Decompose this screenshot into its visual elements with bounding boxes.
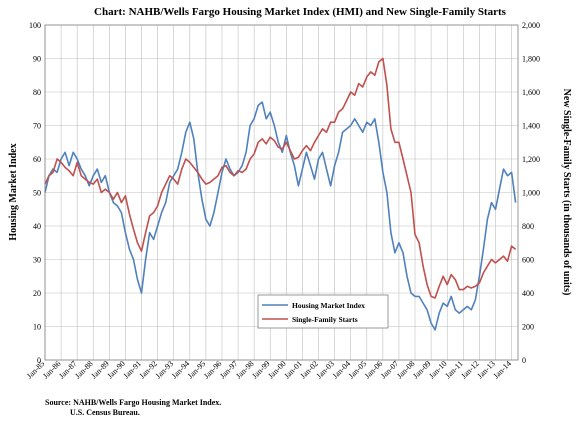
right-tick-label: 1,600	[522, 88, 540, 97]
right-tick-label: 1,800	[522, 55, 540, 64]
right-tick-label: 200	[522, 323, 534, 332]
plot-frame	[44, 24, 519, 361]
right-axis-title: New Single-Family Starts (in thousands o…	[561, 89, 572, 296]
right-tick-label: 600	[522, 256, 534, 265]
source-note-line1: Source: NAHB/Wells Fargo Housing Market …	[45, 398, 221, 407]
left-tick-label: 70	[33, 122, 41, 131]
left-tick-label: 90	[33, 55, 41, 64]
left-tick-label: 60	[33, 155, 41, 164]
left-tick-label: 100	[29, 21, 41, 30]
left-tick-label: 40	[33, 222, 41, 231]
left-tick-label: 0	[37, 356, 41, 365]
x-tick-label: Jan-10	[427, 359, 448, 380]
right-tick-label: 400	[522, 289, 534, 298]
right-tick-label: 1,400	[522, 122, 540, 131]
right-axis-tick-labels: 0 200 400 600 800 1,000 1,200 1,400 1,600 1,800 2,…	[522, 21, 540, 365]
chart-title: Chart: NAHB/Wells Fargo Housing Market I…	[94, 6, 507, 18]
legend: Housing Market Index Single-Family Start…	[257, 294, 389, 329]
source-note-line2: U.S. Census Bureau.	[70, 408, 140, 417]
left-tick-label: 80	[33, 88, 41, 97]
x-axis-tick-labels: Jan-85Jan-86Jan-87Jan-88Jan-89Jan-90Jan-…	[25, 359, 513, 380]
left-tick-label: 30	[33, 256, 41, 265]
left-tick-label: 10	[33, 323, 41, 332]
right-tick-label: 1,000	[522, 189, 540, 198]
right-tick-label: 2,000	[522, 21, 540, 30]
series-lines	[44, 57, 517, 331]
legend-label-hmi: Housing Market Index	[292, 301, 365, 310]
right-tick-label: 0	[522, 356, 526, 365]
legend-label-starts: Single-Family Starts	[292, 315, 358, 324]
left-axis-title: Housing Market Index	[8, 143, 19, 240]
x-tick-label: Jan-14	[492, 359, 513, 380]
legend-box	[257, 294, 389, 329]
right-tick-label: 800	[522, 222, 534, 231]
left-tick-label: 20	[33, 289, 41, 298]
series-line-starts	[44, 57, 517, 299]
right-tick-label: 1,200	[522, 155, 540, 164]
left-tick-label: 50	[33, 189, 41, 198]
left-axis-tick-labels: 0 10 20 30 40 50 60 70 80 90 100	[29, 21, 41, 365]
